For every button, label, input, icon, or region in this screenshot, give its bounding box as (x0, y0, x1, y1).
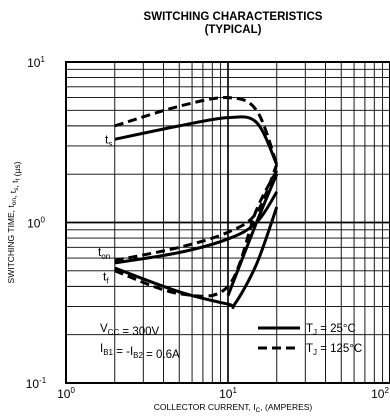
test-conditions: VCC = 300V IB1 = -IB2 = 0.6A (100, 323, 180, 361)
curve-ts-solid (114, 115, 279, 166)
x-tick-label: 100 (57, 386, 75, 401)
curve-tf-solid (114, 206, 279, 310)
series-label-ts: ts (105, 132, 112, 148)
y-tick-label: 100 (27, 216, 45, 231)
y-tick-label: 101 (27, 55, 45, 70)
data-curves (114, 96, 279, 310)
x-axis-label: COLLECTOR CURRENT, IC, (AMPERES) (154, 402, 313, 414)
y-axis-label: SWITCHING TIME, ton, ts, tf (µs) (6, 161, 22, 283)
legend-text: TJ = 25°C (306, 323, 356, 337)
y-tick-label: 10-1 (26, 376, 47, 391)
x-tick-labels: 100 101 102 (57, 386, 389, 401)
curve-ton-solid (226, 173, 279, 297)
condition-text: IB1 = -IB2 = 0.6A (100, 343, 180, 361)
chart-title: SWITCHING CHARACTERISTICS (144, 11, 323, 23)
chart-subtitle: (TYPICAL) (205, 24, 262, 36)
curve-ton-solid (114, 191, 279, 265)
curve-ts-dashed (114, 96, 279, 165)
legend: TJ = 25°C TJ = 125°C (258, 323, 362, 357)
y-tick-labels: 10-1 100 101 (26, 55, 47, 391)
series-label-tf: tf (103, 270, 109, 286)
series-label-ton: ton (98, 245, 110, 261)
curve-ton-dashed (114, 163, 279, 262)
condition-text: VCC = 300V (100, 323, 160, 338)
curve-tf-dashed (114, 170, 279, 298)
x-tick-label: 101 (219, 386, 237, 401)
x-tick-label: 102 (371, 386, 389, 401)
plot-frame (65, 61, 390, 384)
legend-text: TJ = 125°C (306, 343, 362, 357)
